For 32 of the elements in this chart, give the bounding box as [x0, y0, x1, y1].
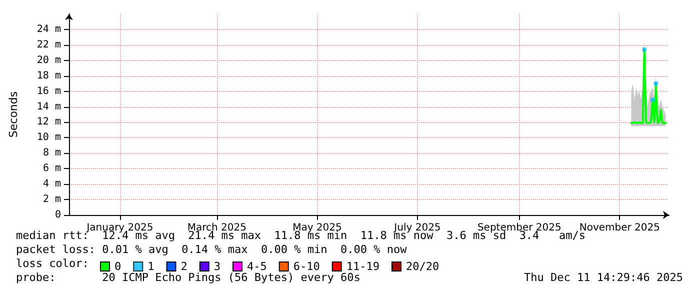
point	[654, 82, 658, 86]
y-axis-title: Seconds	[7, 91, 20, 138]
y-tick-label: 20 m	[36, 54, 61, 66]
y-tick-label: 8 m	[42, 148, 61, 159]
legend-title: loss color:	[16, 257, 89, 270]
legend-label: 4-5	[246, 260, 267, 273]
point	[650, 98, 655, 102]
y-tick-label: 2 m	[42, 194, 61, 206]
y-tick-label: 14 m	[36, 101, 61, 112]
point	[642, 48, 646, 52]
y-tick-label: 12 m	[36, 116, 61, 128]
text: probe: 20 ICMP Echo Pings (56 Bytes) every 60s	[16, 271, 360, 284]
legend-label: 6-10	[293, 260, 320, 273]
y-tick-label: 16 m	[36, 86, 61, 97]
legend-label: 2	[180, 260, 188, 273]
text: packet loss: 0.01 % avg 0.14 % max 0.00 % min 0.00 % now	[16, 243, 407, 256]
x-tick-label: November 2025	[579, 222, 660, 234]
line-series	[630, 48, 667, 124]
legend-label: 3	[214, 260, 220, 273]
y-tick-label: 0	[54, 210, 61, 220]
y-tick-label: 6 m	[42, 163, 61, 174]
legend-label: 1	[148, 260, 154, 273]
x-tick-label: July 2025	[393, 222, 441, 234]
y-tick-label: 22 m	[36, 39, 61, 50]
legend-label: 0	[114, 260, 122, 273]
y-tick-label: 18 m	[36, 70, 61, 82]
legend-label: 20/20	[406, 260, 440, 273]
y-tick-label: 10 m	[36, 132, 61, 144]
legend-label: 11-19	[346, 260, 380, 273]
text: Thu Dec 11 14:29:46 2025	[524, 271, 683, 284]
y-tick-label: 4 m	[42, 178, 61, 190]
y-tick-label: 24 m	[36, 24, 61, 35]
